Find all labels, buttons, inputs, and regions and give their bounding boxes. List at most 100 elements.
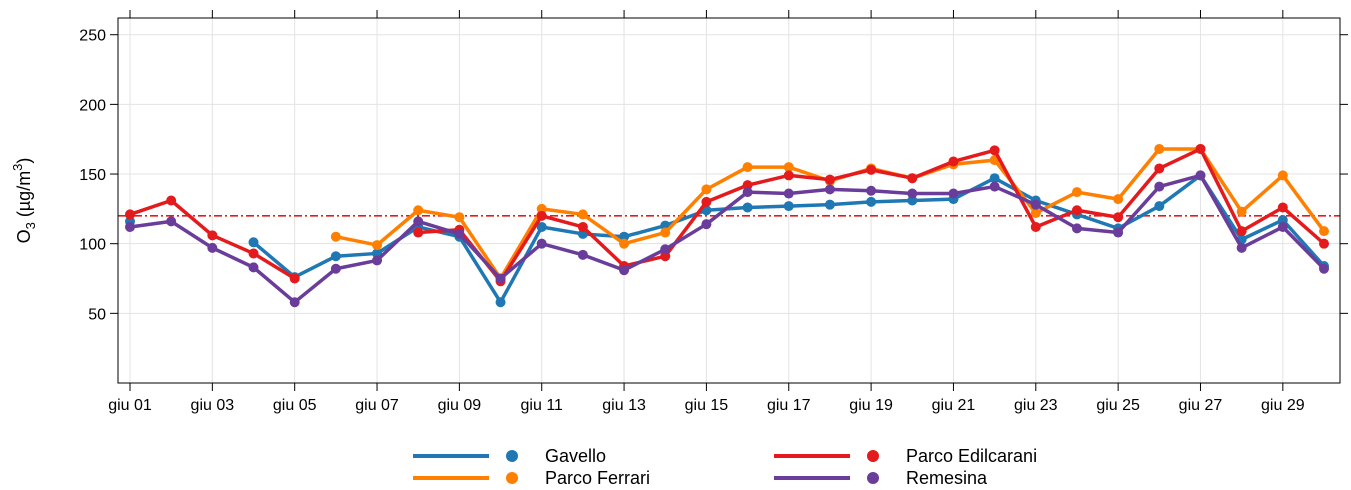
grid: [118, 18, 1340, 383]
data-point: [413, 227, 424, 238]
data-point: [742, 202, 753, 213]
data-point: [824, 174, 835, 185]
data-point: [866, 196, 877, 207]
data-point: [619, 231, 630, 242]
data-point: [989, 181, 1000, 192]
x-tick-label: giu 13: [602, 397, 646, 414]
data-point: [1236, 226, 1247, 237]
x-tick-label: giu 29: [1261, 397, 1305, 414]
data-point: [824, 184, 835, 195]
data-point: [1154, 163, 1165, 174]
data-point: [454, 228, 465, 239]
x-tick-label: giu 05: [273, 397, 317, 414]
data-point: [536, 210, 547, 221]
x-tick-label: giu 11: [521, 397, 564, 414]
legend-marker: [867, 472, 879, 484]
legend-marker: [867, 450, 879, 462]
data-point: [701, 196, 712, 207]
data-point: [660, 244, 671, 255]
data-point: [1195, 170, 1206, 181]
x-tick-label: giu 09: [438, 397, 482, 414]
data-point: [207, 230, 218, 241]
series-parco-ferrari: [330, 143, 1329, 284]
data-point: [330, 263, 341, 274]
legend-label: Gavello: [545, 446, 606, 466]
data-point: [330, 231, 341, 242]
data-point: [166, 195, 177, 206]
data-point: [866, 164, 877, 175]
x-tick-label: giu 15: [685, 397, 729, 414]
data-point: [289, 297, 300, 308]
data-point: [577, 209, 588, 220]
data-point: [989, 173, 1000, 184]
data-point: [166, 216, 177, 227]
data-point: [1277, 215, 1288, 226]
data-point: [824, 199, 835, 210]
data-point: [1154, 181, 1165, 192]
data-point: [454, 212, 465, 223]
x-tick-label: giu 17: [767, 397, 811, 414]
series-gavello: [125, 170, 1329, 308]
y-axis-label-end: ): [14, 158, 34, 164]
x-tick-label: giu 25: [1096, 397, 1140, 414]
x-tick-label: giu 27: [1179, 397, 1223, 414]
data-point: [330, 251, 341, 262]
data-point: [1277, 221, 1288, 232]
data-point: [619, 265, 630, 276]
data-point: [701, 184, 712, 195]
data-point: [1195, 143, 1206, 154]
series-remesina: [125, 170, 1329, 308]
data-point: [1236, 242, 1247, 253]
x-tick-label: giu 07: [355, 397, 399, 414]
data-point: [495, 273, 506, 284]
data-point: [1030, 208, 1041, 219]
y-axis-label-sup: 3: [10, 164, 25, 171]
data-point: [907, 195, 918, 206]
data-point: [248, 248, 259, 259]
data-point: [289, 273, 300, 284]
data-point: [1113, 227, 1124, 238]
x-tick-label: giu 01: [108, 397, 152, 414]
data-point: [536, 238, 547, 249]
legend-marker: [506, 472, 518, 484]
x-tick-label: giu 23: [1014, 397, 1058, 414]
data-point: [125, 209, 135, 220]
data-point: [248, 262, 259, 273]
data-point: [660, 227, 671, 238]
data-point: [125, 221, 135, 232]
data-point: [1319, 263, 1329, 274]
legend-label: Parco Edilcarani: [906, 446, 1037, 466]
data-point: [783, 201, 794, 212]
data-point: [577, 249, 588, 260]
y-axis-label-mid: (µg/m: [14, 171, 34, 222]
data-point: [783, 188, 794, 199]
data-point: [248, 237, 259, 248]
data-point: [1071, 205, 1082, 216]
series-parco-edilcarani: [125, 143, 1329, 287]
data-point: [413, 216, 424, 227]
data-point: [536, 203, 547, 214]
data-point: [1071, 223, 1082, 234]
data-point: [1154, 143, 1165, 154]
data-point: [907, 188, 918, 199]
y-axis-label-base: O: [14, 229, 34, 243]
data-point: [1113, 194, 1124, 205]
legend-marker: [506, 450, 518, 462]
data-point: [660, 251, 671, 262]
data-point: [866, 185, 877, 196]
data-point: [907, 173, 918, 184]
x-tick-label: giu 03: [191, 397, 235, 414]
data-point: [1113, 212, 1124, 223]
y-tick-label: 250: [79, 28, 106, 45]
data-point: [742, 162, 753, 173]
data-point: [1030, 199, 1041, 210]
data-point: [742, 187, 753, 198]
data-point: [577, 221, 588, 232]
y-axis-label: O3 (µg/m3): [10, 158, 38, 244]
legend-label: Remesina: [906, 468, 988, 488]
plot-frame: [117, 17, 1341, 384]
series-layer: [125, 143, 1329, 308]
data-point: [989, 145, 1000, 156]
